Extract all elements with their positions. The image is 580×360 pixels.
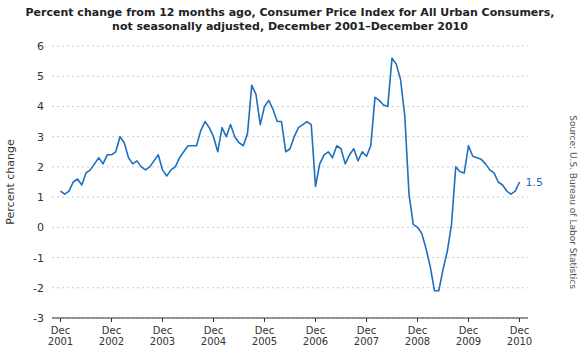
y-tick-label: 4 [37,100,44,113]
text-line: Dec [306,325,325,336]
x-tick-label: Dec2004 [201,325,226,347]
x-tick [264,318,265,322]
grid-line [52,257,528,258]
text-line: 2005 [252,336,277,347]
cpi-line [61,58,520,291]
x-tick-label: Dec2008 [405,325,430,347]
grid-line [52,76,528,77]
text-line: 2002 [99,336,124,347]
grid-line [52,287,528,288]
text-line: not seasonally adjusted, December 2001–D… [112,20,468,33]
grid-line [52,106,528,107]
x-tick [519,318,520,322]
x-tick [315,318,316,322]
text-line: Dec [357,325,376,336]
text-line: 2010 [507,336,532,347]
y-tick-label: 6 [37,40,44,53]
x-axis-line [52,317,528,318]
x-tick [366,318,367,322]
text-line: 2004 [201,336,226,347]
y-axis-label: Percent change [4,139,17,225]
grid-line [52,318,528,319]
source-note: Source: U.S. Bureau of Labor Statistics [568,115,578,289]
x-tick-label: Dec2005 [252,325,277,347]
text-line: Dec [51,325,70,336]
x-tick [111,318,112,322]
x-tick [60,318,61,322]
y-tick-label: 0 [37,221,44,234]
x-tick [417,318,418,322]
x-tick-label: Dec2002 [99,325,124,347]
text-line: 2008 [405,336,430,347]
x-axis: Dec2001Dec2002Dec2003Dec2004Dec2005Dec20… [48,318,532,347]
text-line: 2007 [354,336,379,347]
y-tick-label: 5 [37,70,44,83]
y-axis: -3 -2 -1 0 1 2 3 4 5 6 [33,40,44,325]
x-tick-label: Dec2010 [507,325,532,347]
y-tick-label: -3 [33,312,44,325]
x-tick [468,318,469,322]
grid-line [52,197,528,198]
text-line: Dec [408,325,427,336]
y-tick-label: -2 [33,282,44,295]
text-line: Percent change from 12 months ago, Consu… [26,6,555,19]
y-tick-label: 3 [37,131,44,144]
chart: Percent change from 12 months ago, Consu… [0,0,580,360]
text-line: Dec [102,325,121,336]
y-tick-label: 1 [37,191,44,204]
x-tick-label: Dec2001 [48,325,73,347]
title: Percent change from 12 months ago, Consu… [26,6,555,33]
x-tick [213,318,214,322]
text-line: 2009 [456,336,481,347]
text-line: 2003 [150,336,175,347]
x-tick-label: Dec2009 [456,325,481,347]
text-line: Dec [459,325,478,336]
annotation: 1.5 [526,176,544,189]
y-tick-label: -1 [33,252,44,265]
text-line: 2001 [48,336,73,347]
grid-line [52,227,528,228]
grid-line [52,136,528,137]
x-tick-label: Dec2006 [303,325,328,347]
x-tick-label: Dec2003 [150,325,175,347]
text-line: Dec [510,325,529,336]
text-line: Dec [153,325,172,336]
plot-area [61,58,520,291]
grid [52,46,528,318]
y-tick-label: 2 [37,161,44,174]
grid-line [52,46,528,47]
text-line: Dec [255,325,274,336]
x-tick [162,318,163,322]
x-tick-label: Dec2007 [354,325,379,347]
text-line: Dec [204,325,223,336]
text-line: 2006 [303,336,328,347]
